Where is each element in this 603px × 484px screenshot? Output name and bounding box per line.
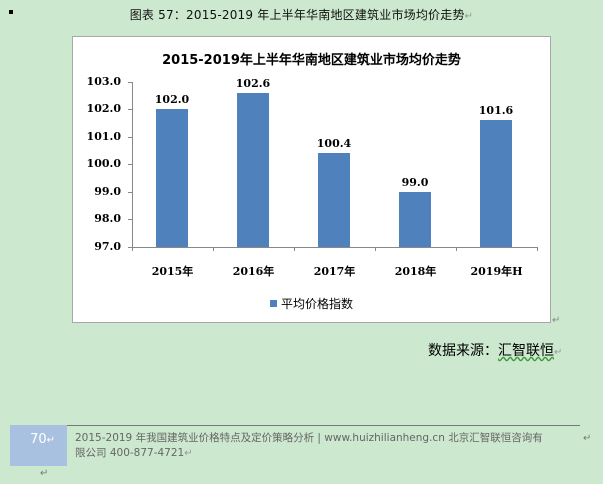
footer-divider <box>67 425 580 426</box>
y-tick <box>128 219 132 220</box>
y-tick <box>128 109 132 110</box>
chart-title: 2015-2019年上半年华南地区建筑业市场均价走势 <box>162 53 461 68</box>
x-category-label: 2018年 <box>394 265 437 278</box>
footer-line-2-wrap: 限公司 400-877-4721↵ <box>75 446 575 461</box>
bar-value-label: 101.6 <box>478 104 514 117</box>
x-tick <box>294 247 295 251</box>
page-number-text: 70 <box>30 432 47 447</box>
y-tick-label: 102.0 <box>86 102 121 115</box>
bar-2018[interactable] <box>399 192 431 247</box>
caption-text: 图表 57：2015-2019 年上半年华南地区建筑业市场均价走势 <box>129 8 465 22</box>
y-axis <box>132 82 133 247</box>
legend-label: 平均价格指数 <box>280 297 353 311</box>
paragraph-mark-icon: ↵ <box>554 347 563 358</box>
paragraph-mark-icon: ↵ <box>40 468 49 479</box>
x-tick <box>213 247 214 251</box>
bar-value-label: 100.4 <box>316 137 352 150</box>
bar-2016[interactable] <box>237 93 269 247</box>
bar-value-label: 102.0 <box>154 93 190 106</box>
bar-value-label: 99.0 <box>401 176 429 189</box>
y-tick-label: 98.0 <box>94 212 121 225</box>
bar-chart[interactable]: 2015-2019年上半年华南地区建筑业市场均价走势 103.0 102.0 1… <box>72 36 551 323</box>
y-tick <box>128 82 132 83</box>
paragraph-mark-icon: ↵ <box>583 433 592 444</box>
bar-2019h[interactable] <box>480 120 512 247</box>
x-category-label: 2017年 <box>313 265 356 278</box>
footer-text: 2015-2019 年我国建筑业价格特点及定价策略分析 | www.huizhi… <box>75 431 575 461</box>
x-tick <box>132 247 133 251</box>
y-tick-label: 100.0 <box>86 157 121 170</box>
bar-2015[interactable] <box>156 109 188 247</box>
y-tick <box>128 137 132 138</box>
x-category-label: 2019年H <box>470 265 523 278</box>
legend-swatch-icon <box>269 300 277 307</box>
y-tick <box>128 247 132 248</box>
y-tick-label: 97.0 <box>94 240 121 253</box>
source-name: 汇智联恒 <box>498 343 554 359</box>
bar-value-label: 102.6 <box>235 77 271 90</box>
bar-2017[interactable] <box>318 153 350 247</box>
page-number: 70↵ <box>30 432 55 447</box>
x-category-label: 2015年 <box>151 265 194 278</box>
y-tick-label: 99.0 <box>94 185 121 198</box>
paragraph-mark-icon: ↵ <box>184 448 193 459</box>
page-number-box: 70↵ <box>10 425 67 466</box>
y-tick <box>128 164 132 165</box>
list-bullet <box>9 10 13 14</box>
x-tick <box>375 247 376 251</box>
paragraph-mark-icon: ↵ <box>552 315 561 326</box>
source-prefix: 数据来源： <box>428 343 498 359</box>
x-tick <box>456 247 457 251</box>
y-tick-label: 101.0 <box>86 130 121 143</box>
x-axis <box>132 247 538 248</box>
x-tick <box>537 247 538 251</box>
y-tick <box>128 192 132 193</box>
figure-caption: 图表 57：2015-2019 年上半年华南地区建筑业市场均价走势↵ <box>0 6 603 23</box>
paragraph-mark-icon: ↵ <box>464 11 474 22</box>
y-tick-label: 103.0 <box>86 75 121 88</box>
x-category-label: 2016年 <box>232 265 275 278</box>
footer-line-2: 限公司 400-877-4721 <box>75 447 185 459</box>
data-source: 数据来源：汇智联恒↵ <box>428 340 562 360</box>
footer-line-1: 2015-2019 年我国建筑业价格特点及定价策略分析 | www.huizhi… <box>75 432 543 444</box>
paragraph-mark-icon: ↵ <box>46 435 55 446</box>
chart-legend: 平均价格指数 <box>73 295 550 312</box>
